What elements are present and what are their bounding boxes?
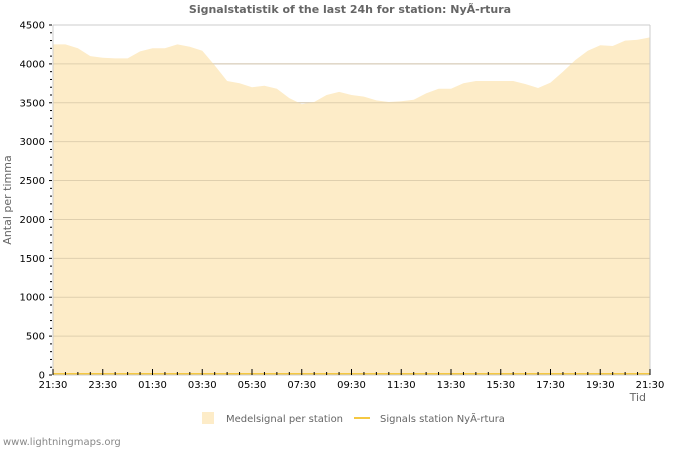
x-axis-title: Tid bbox=[629, 391, 646, 404]
svg-text:0: 0 bbox=[39, 371, 45, 382]
svg-text:21:30: 21:30 bbox=[39, 380, 68, 391]
svg-text:3000: 3000 bbox=[20, 137, 45, 148]
svg-text:4000: 4000 bbox=[20, 59, 45, 70]
svg-text:21:30: 21:30 bbox=[636, 380, 665, 391]
svg-text:4500: 4500 bbox=[20, 21, 45, 32]
watermark-link[interactable]: www.lightningmaps.org bbox=[3, 437, 121, 448]
svg-text:03:30: 03:30 bbox=[188, 380, 217, 391]
legend-label-line: Signals station NyÃ-rtura bbox=[380, 412, 505, 425]
y-axis-ticks: 0 500 1000 1500 2000 2500 3000 3500 4000 4500 bbox=[20, 21, 52, 382]
svg-text:500: 500 bbox=[26, 332, 45, 343]
svg-text:07:30: 07:30 bbox=[287, 380, 316, 391]
svg-text:09:30: 09:30 bbox=[337, 380, 366, 391]
y-axis-title: Antal per timma bbox=[1, 155, 14, 244]
svg-text:19:30: 19:30 bbox=[586, 380, 615, 391]
svg-text:13:30: 13:30 bbox=[437, 380, 466, 391]
svg-text:1500: 1500 bbox=[20, 254, 45, 265]
svg-text:15:30: 15:30 bbox=[486, 380, 515, 391]
chart-title: Signalstatistik of the last 24h for stat… bbox=[188, 3, 512, 16]
legend: Medelsignal per station Signals station … bbox=[202, 412, 505, 425]
svg-text:17:30: 17:30 bbox=[536, 380, 565, 391]
legend-swatch-area bbox=[202, 412, 214, 424]
legend-label-area: Medelsignal per station bbox=[226, 414, 343, 425]
svg-text:11:30: 11:30 bbox=[387, 380, 416, 391]
svg-text:2000: 2000 bbox=[20, 215, 45, 226]
svg-text:01:30: 01:30 bbox=[138, 380, 167, 391]
svg-text:05:30: 05:30 bbox=[238, 380, 267, 391]
x-axis-ticks: 21:30 23:30 01:30 03:30 05:30 07:30 09:30 11:30… bbox=[39, 369, 665, 391]
svg-text:3500: 3500 bbox=[20, 98, 45, 109]
svg-text:1000: 1000 bbox=[20, 293, 45, 304]
svg-text:23:30: 23:30 bbox=[88, 380, 117, 391]
area-series-medelsignal bbox=[53, 37, 650, 376]
svg-text:2500: 2500 bbox=[20, 176, 45, 187]
